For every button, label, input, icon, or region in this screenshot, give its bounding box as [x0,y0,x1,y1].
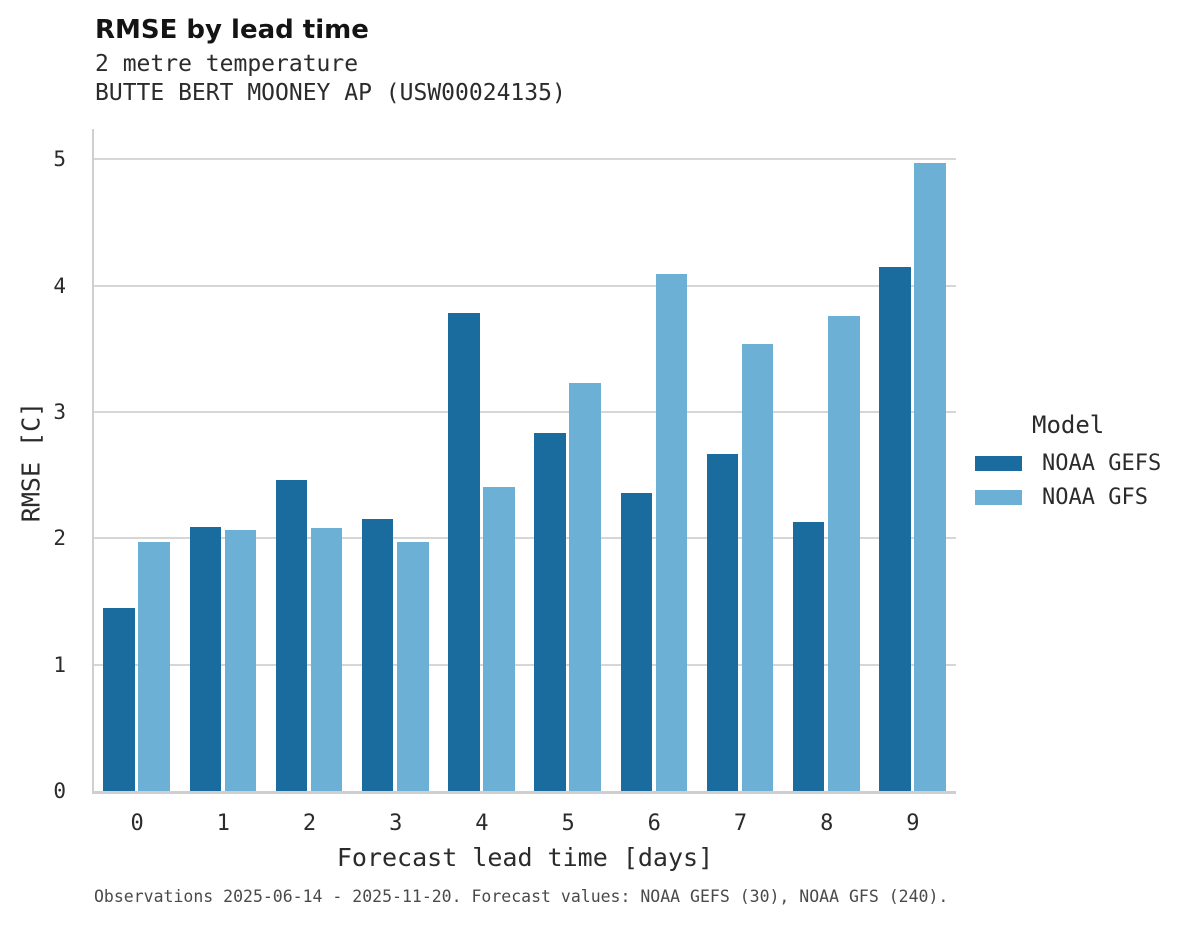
legend-items: NOAA GEFS NOAA GFS [975,446,1161,514]
x-axis-title: Forecast lead time [days] [336,843,714,872]
legend-swatch-icon [975,489,1022,505]
bar-noaa-gfs-lead-0 [138,542,170,791]
x-tick-labels: 0 1 2 3 4 5 6 7 8 9 [94,810,956,838]
gridline-y4 [94,284,956,287]
bar-noaa-gfs-lead-3 [396,542,429,791]
y-tick-label-3: 3 [53,400,66,424]
x-axis-spine [92,791,956,794]
x-tick-label-4: 4 [475,811,489,836]
bar-noaa-gefs-lead-7 [706,453,739,791]
caption: Observations 2025-06-14 - 2025-11-20. Fo… [94,887,949,906]
x-tick-label-7: 7 [733,811,748,836]
y-tick-label-4: 4 [53,273,66,298]
legend-label: NOAA GEFS [1042,450,1162,476]
chart-subtitle-station: BUTTE BERT MOONEY AP (USW00024135) [95,80,566,106]
bar-noaa-gfs-lead-7 [741,343,774,791]
legend-swatch-icon [975,455,1022,471]
bar-noaa-gefs-lead-5 [534,433,566,791]
bar-noaa-gfs-lead-2 [310,528,343,791]
y-tick-labels: 0 1 2 3 4 5 [30,129,80,803]
x-tick-label-0: 0 [130,811,144,836]
bar-noaa-gfs-lead-1 [224,529,257,791]
x-tick-label-8: 8 [820,811,834,836]
bar-noaa-gefs-lead-6 [620,492,653,791]
bar-noaa-gefs-lead-3 [361,519,394,791]
bar-noaa-gfs-lead-9 [914,163,946,791]
bar-noaa-gfs-lead-6 [655,274,688,791]
bar-noaa-gefs-lead-2 [275,480,308,791]
legend-item-noaa-gfs: NOAA GFS [975,480,1161,514]
y-tick-label-2: 2 [53,526,66,551]
bar-noaa-gfs-lead-8 [827,315,860,791]
x-tick-label-6: 6 [647,811,661,836]
bar-noaa-gfs-lead-4 [483,486,515,791]
x-tick-label-2: 2 [302,811,317,836]
gridline-y5 [94,158,956,161]
gridline-y3 [94,411,956,413]
gridline-y1 [94,663,956,666]
bar-noaa-gefs-lead-0 [103,607,135,791]
bar-noaa-gefs-lead-1 [189,526,222,791]
legend-title: Model [1032,411,1105,439]
legend: Model NOAA GEFS NOAA GFS [975,410,1161,514]
gridline-y2 [94,537,956,540]
y-tick-label-5: 5 [53,147,66,172]
bar-noaa-gefs-lead-8 [792,521,825,791]
x-tick-label-3: 3 [389,811,403,836]
x-tick-label-9: 9 [906,811,920,836]
bar-noaa-gefs-lead-9 [879,266,911,791]
y-tick-label-0: 0 [53,779,66,803]
plot-area [92,129,956,794]
legend-label: NOAA GFS [1042,484,1148,510]
y-tick-label-1: 1 [53,652,66,677]
chart-subtitle-variable: 2 metre temperature [95,51,359,77]
legend-item-noaa-gefs: NOAA GEFS [975,446,1161,480]
x-tick-label-1: 1 [216,811,230,836]
bar-noaa-gfs-lead-5 [569,382,601,791]
x-tick-label-5: 5 [561,811,575,836]
y-axis-spine [92,129,94,794]
chart-title: RMSE by lead time [95,15,369,45]
chart-header: RMSE by lead time 2 metre temperature BU… [95,14,566,108]
bar-noaa-gefs-lead-4 [448,313,480,791]
